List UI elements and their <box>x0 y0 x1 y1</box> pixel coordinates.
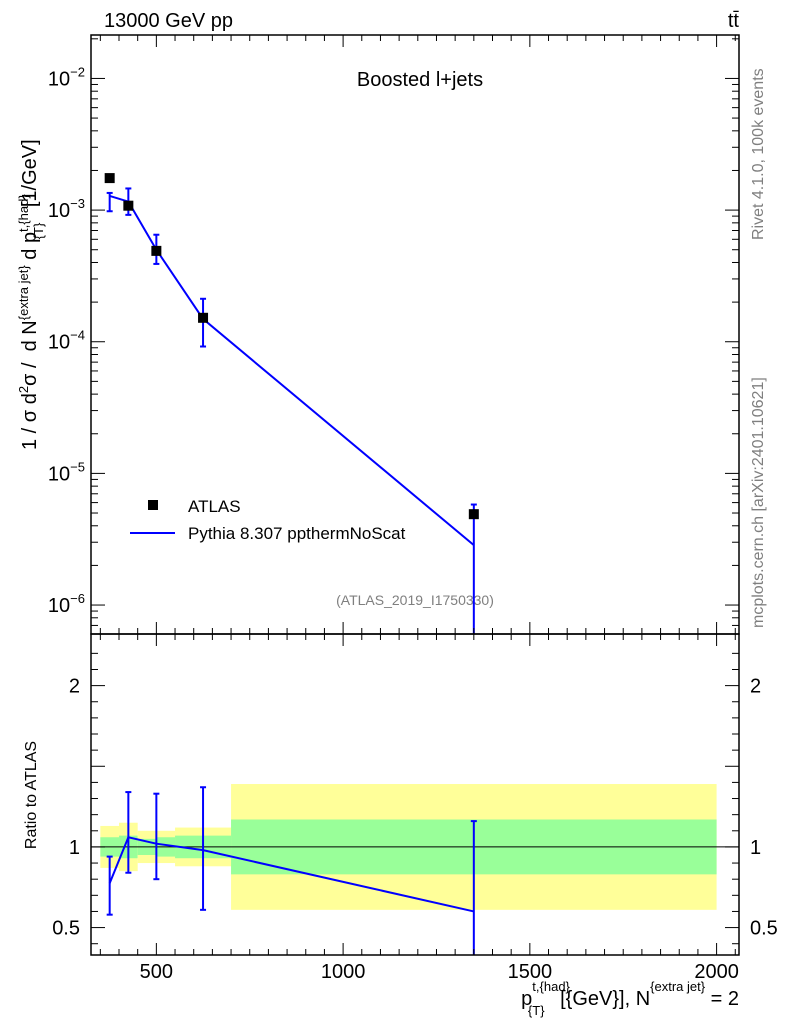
ratio-plot-area <box>106 786 477 955</box>
collision-energy-label: 13000 GeV pp <box>104 10 233 32</box>
ratio-y-tick-label-right: 0.5 <box>750 918 778 940</box>
plot-title: Boosted l+jets <box>357 69 483 91</box>
ratio-y-tick-label-left: 0.5 <box>52 918 80 940</box>
legend-data-label: ATLAS <box>188 497 241 516</box>
main-plot-area <box>104 173 479 634</box>
main-y-axis-label: 1 / σ d2σ / d N{extra jet} d pt,{had}{T}… <box>16 139 46 450</box>
main-plot-frame <box>90 34 740 635</box>
ratio-y-tick-label-right: 2 <box>750 676 761 698</box>
ratio-y-tick-label-right: 1 <box>750 837 761 859</box>
axes: 500 1000 1500 2000 10−2 10−3 10−4 10−5 10−6 0.5 0.… <box>48 34 778 983</box>
rivet-version-note: Rivet 4.1.0, 100k events <box>750 68 767 240</box>
y-tick-label: 10−3 <box>48 196 85 222</box>
ratio-y-tick-label-left: 2 <box>69 676 80 698</box>
ratio-y-axis-label: Ratio to ATLAS <box>23 741 40 849</box>
atlas-data-marker <box>151 245 162 256</box>
legend: ATLAS Pythia 8.307 ppthermNoScat <box>130 497 406 543</box>
x-tick-label: 2000 <box>694 961 739 983</box>
y-tick-label: 10−4 <box>48 328 85 354</box>
legend-data-marker <box>148 500 158 510</box>
mcplots-source-note: mcplots.cern.ch [arXiv:2401.10621] <box>750 377 767 628</box>
y-tick-label: 10−6 <box>48 591 85 617</box>
y-tick-label: 10−5 <box>48 459 85 485</box>
analysis-id-label: (ATLAS_2019_I1750330) <box>336 592 494 608</box>
x-axis-label: pt,{had} {T} [{GeV}], N{extra jet} = 2 <box>521 979 739 1018</box>
process-label: tt̄ <box>728 10 740 32</box>
atlas-data-marker <box>104 173 115 184</box>
ratio-uncertainty-bands <box>91 784 739 910</box>
atlas-data-marker <box>468 509 479 520</box>
atlas-data-marker <box>198 312 209 323</box>
x-tick-label: 500 <box>140 961 173 983</box>
ratio-y-tick-label-left: 1 <box>69 837 80 859</box>
legend-mc-label: Pythia 8.307 ppthermNoScat <box>188 524 406 543</box>
ratio-plot-frame <box>90 633 740 956</box>
x-tick-label: 1500 <box>508 961 553 983</box>
y-tick-label: 10−2 <box>48 64 85 90</box>
atlas-data-marker <box>123 200 134 211</box>
mc-prediction-line <box>109 195 475 546</box>
x-tick-label: 1000 <box>321 961 366 983</box>
